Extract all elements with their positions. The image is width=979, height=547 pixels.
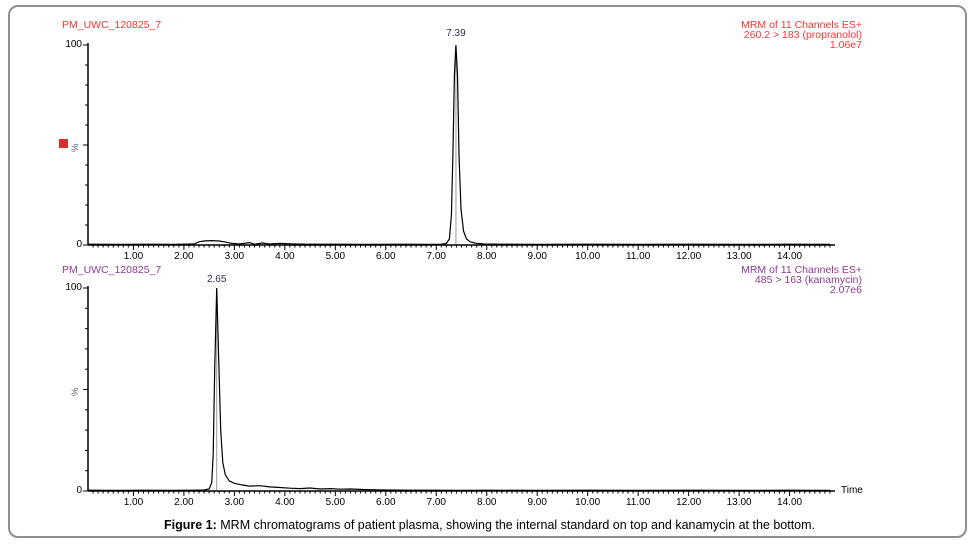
x-tick-label: 11.00: [625, 251, 651, 262]
x-tick-label: 10.00: [575, 497, 601, 508]
y-max-label: 100: [65, 39, 82, 50]
caption-prefix: Figure 1:: [163, 518, 217, 532]
x-tick-label: 14.00: [777, 251, 803, 262]
y-min-label: 0: [76, 485, 82, 496]
x-tick-label: 3.00: [224, 251, 245, 262]
panel-title: PM_UWC_120825_7: [62, 264, 162, 276]
time-axis-label: Time: [841, 485, 863, 496]
x-tick-label: 8.00: [477, 251, 497, 262]
x-tick-label: 7.00: [426, 251, 446, 262]
x-tick-label: 9.00: [527, 251, 547, 262]
x-tick-label: 1.00: [123, 497, 144, 508]
x-tick-label: 1.00: [123, 251, 144, 262]
y-axis-title: %: [70, 387, 81, 396]
x-tick-label: 14.00: [777, 497, 803, 508]
x-tick-label: 13.00: [726, 251, 752, 262]
panel-title: PM_UWC_120825_7: [62, 19, 162, 31]
x-tick-label: 3.00: [224, 497, 245, 508]
transition-label: 260.2 > 183 (propranolol): [743, 29, 862, 41]
x-tick-label: 9.00: [527, 497, 547, 508]
peak-retention-time-label: 2.65: [206, 274, 227, 285]
x-tick-label: 12.00: [676, 497, 702, 508]
x-tick-label: 11.00: [625, 497, 651, 508]
x-tick-label: 2.00: [174, 497, 194, 508]
channel-info: MRM of 11 Channels ES+: [741, 264, 862, 276]
x-tick-label: 5.00: [325, 251, 346, 262]
chromatogram-trace: [87, 287, 831, 492]
y-axis-title: %: [70, 143, 81, 152]
caption-text: MRM chromatograms of patient plasma, sho…: [216, 518, 816, 532]
x-tick-label: 4.00: [275, 251, 295, 262]
x-tick-label: 5.00: [325, 497, 346, 508]
chromatogram-trace: [87, 44, 831, 246]
series-marker: [59, 139, 68, 148]
y-min-label: 0: [76, 239, 82, 250]
x-tick-label: 12.00: [676, 251, 702, 262]
intensity-label: 1.06e7: [829, 39, 862, 51]
x-tick-label: 2.00: [174, 251, 194, 262]
x-tick-label: 6.00: [376, 251, 396, 262]
x-tick-label: 8.00: [477, 497, 497, 508]
peak-retention-time-label: 7.39: [446, 28, 466, 39]
x-tick-label: 4.00: [275, 497, 295, 508]
channel-info: MRM of 11 Channels ES+: [741, 19, 862, 31]
x-tick-label: 6.00: [376, 497, 396, 508]
figure-border: [8, 5, 967, 538]
x-tick-label: 13.00: [726, 497, 752, 508]
x-tick-label: 7.00: [426, 497, 446, 508]
y-max-label: 100: [65, 282, 82, 293]
figure-caption: Figure 1: MRM chromatograms of patient p…: [0, 518, 979, 532]
x-tick-label: 10.00: [575, 251, 601, 262]
intensity-label: 2.07e6: [829, 284, 862, 296]
transition-label: 485 > 163 (kanamycin): [754, 274, 862, 286]
